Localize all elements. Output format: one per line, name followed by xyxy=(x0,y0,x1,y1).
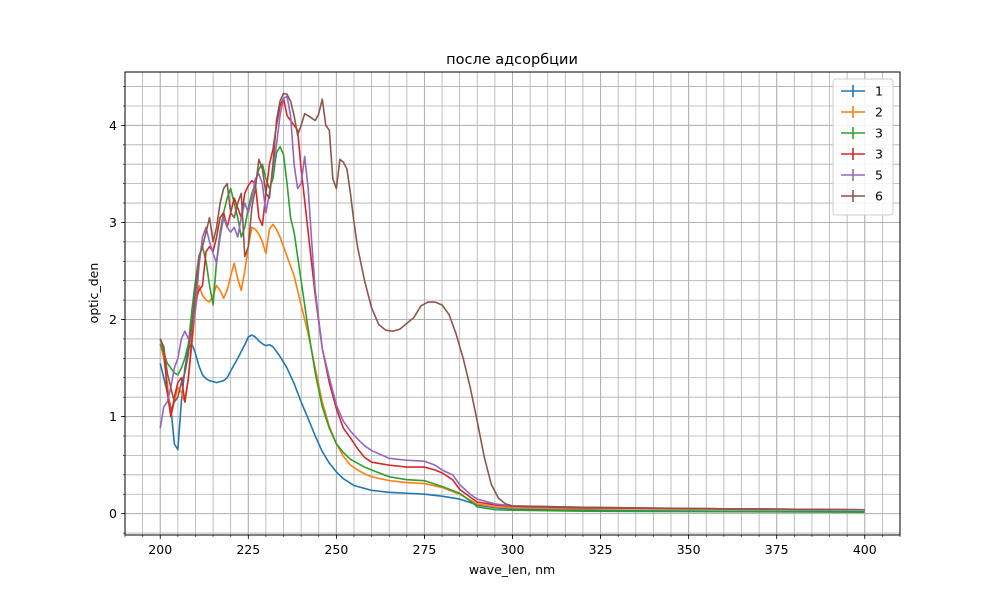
series-layer xyxy=(159,92,865,513)
x-tick-label: 375 xyxy=(765,542,789,557)
y-tick-label: 3 xyxy=(109,215,117,230)
x-tick-label: 250 xyxy=(324,542,348,557)
series-line-6 xyxy=(159,92,865,511)
x-tick-label: 350 xyxy=(677,542,701,557)
y-tick-label: 0 xyxy=(109,506,117,521)
y-tick-label: 4 xyxy=(109,118,117,133)
x-tick-label: 200 xyxy=(148,542,172,557)
x-tick-label: 400 xyxy=(853,542,877,557)
legend-box xyxy=(832,78,894,216)
major-grid xyxy=(125,72,900,535)
legend-label-1: 1 xyxy=(875,84,883,99)
legend-label-3: 3 xyxy=(875,126,883,141)
y-tick-label: 2 xyxy=(109,312,117,327)
y-tick-label: 1 xyxy=(109,409,117,424)
x-tick-label: 325 xyxy=(589,542,613,557)
y-axis: 0 1 2 3 4 xyxy=(109,118,125,521)
legend-label-5: 5 xyxy=(875,168,883,183)
x-tick-label: 300 xyxy=(501,542,525,557)
x-axis-label: wave_len, nm xyxy=(469,562,555,577)
chart-title: после адсорбции xyxy=(446,52,578,68)
y-axis-label: optic_den xyxy=(86,263,101,324)
legend: 1 2 3 3 5 6 xyxy=(832,78,894,216)
legend-label-6: 6 xyxy=(875,189,883,204)
series-line-5 xyxy=(159,95,865,511)
x-tick-label: 225 xyxy=(236,542,260,557)
x-tick-label: 275 xyxy=(413,542,437,557)
legend-label-4: 3 xyxy=(875,147,883,162)
series-line-4 xyxy=(159,97,865,511)
legend-label-2: 2 xyxy=(875,105,883,120)
x-axis: 200 225 250 275 300 325 350 375 400 xyxy=(148,535,877,557)
